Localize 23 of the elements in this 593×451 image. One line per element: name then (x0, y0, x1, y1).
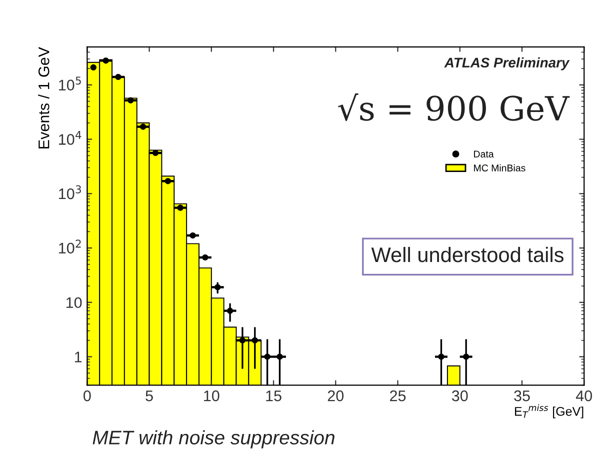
y-tick-label: 10$^{4}$ (59, 131, 82, 145)
annotation: Well understood tails (371, 246, 564, 262)
x-tick-label: 30 (452, 390, 468, 402)
y-tick-label: 10$^{5}$ (59, 76, 81, 90)
x-axis-title: E$_{T}$$^{miss}$ [GeV] (515, 404, 584, 418)
x-tick-label: 15 (266, 390, 282, 402)
annotation: √s = 900 GeV (338, 93, 570, 122)
legend-label: MC MinBias (474, 164, 526, 172)
x-tick-label: 5 (146, 390, 153, 402)
legend-label: Data (474, 150, 494, 158)
x-tick-label: 20 (328, 390, 344, 402)
x-tick-label: 35 (514, 390, 530, 402)
text: MET with noise suppression (92, 430, 334, 448)
x-tick-label: 10 (204, 390, 220, 402)
y-tick-label: 1 (74, 352, 82, 362)
x-tick-label: 0 (84, 390, 91, 402)
annotation: ATLAS Preliminary (444, 57, 570, 70)
x-tick-label: 40 (576, 390, 592, 402)
y-tick-label: 10$^{3}$ (59, 185, 81, 200)
y-axis-title: Events / 1 GeV (38, 46, 50, 148)
y-tick-label: 10 (66, 297, 82, 308)
y-tick-label: 10$^{2}$ (59, 240, 81, 254)
x-tick-label: 25 (390, 390, 406, 402)
